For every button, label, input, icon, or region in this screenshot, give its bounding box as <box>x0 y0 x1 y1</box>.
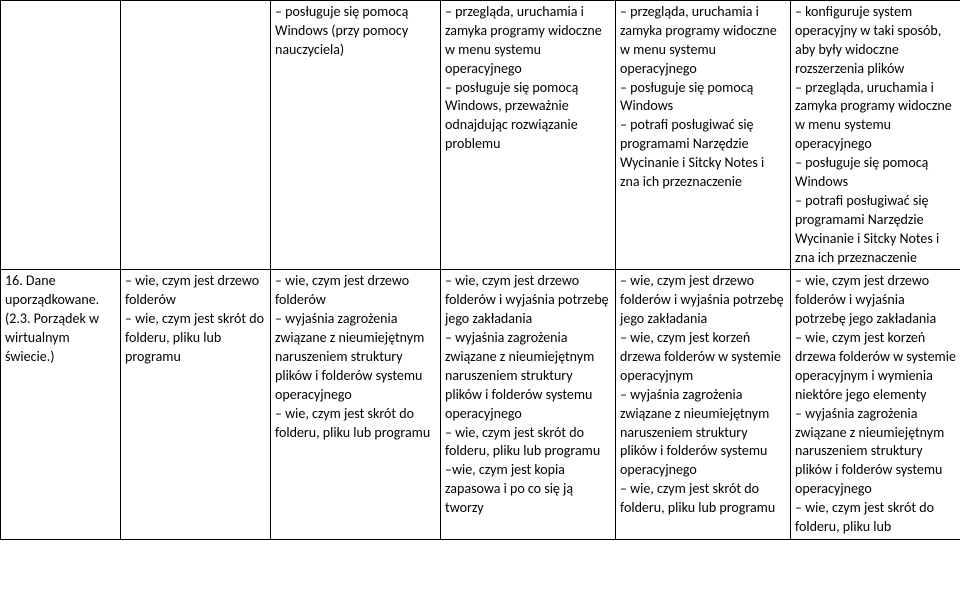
cell-r2c5: – wie, czym jest drzewo folderów i wyjaś… <box>616 270 791 539</box>
cell-r1c5: – przegląda, uruchamia i zamyka programy… <box>616 1 791 270</box>
cell-r1c6: – konfiguruje system operacyjny w taki s… <box>791 1 960 270</box>
cell-r1c2 <box>121 1 271 270</box>
cell-r1c3: – posługuje się pomocą Windows (przy pom… <box>271 1 441 270</box>
cell-r2c3: – wie, czym jest drzewo folderów– wyjaśn… <box>271 270 441 539</box>
cell-r2c2: – wie, czym jest drzewo folderów– wie, c… <box>121 270 271 539</box>
cell-r2c6: – wie, czym jest drzewo folderów i wyjaś… <box>791 270 960 539</box>
table-row: – posługuje się pomocą Windows (przy pom… <box>1 1 960 270</box>
cell-r2c1: 16. Dane uporządkowane.(2.3. Porządek w … <box>1 270 121 539</box>
cell-r2c4: – wie, czym jest drzewo folderów i wyjaś… <box>441 270 616 539</box>
cell-r1c1 <box>1 1 121 270</box>
table-row: 16. Dane uporządkowane.(2.3. Porządek w … <box>1 270 960 539</box>
curriculum-table: – posługuje się pomocą Windows (przy pom… <box>0 0 960 540</box>
cell-r1c4: – przegląda, uruchamia i zamyka programy… <box>441 1 616 270</box>
